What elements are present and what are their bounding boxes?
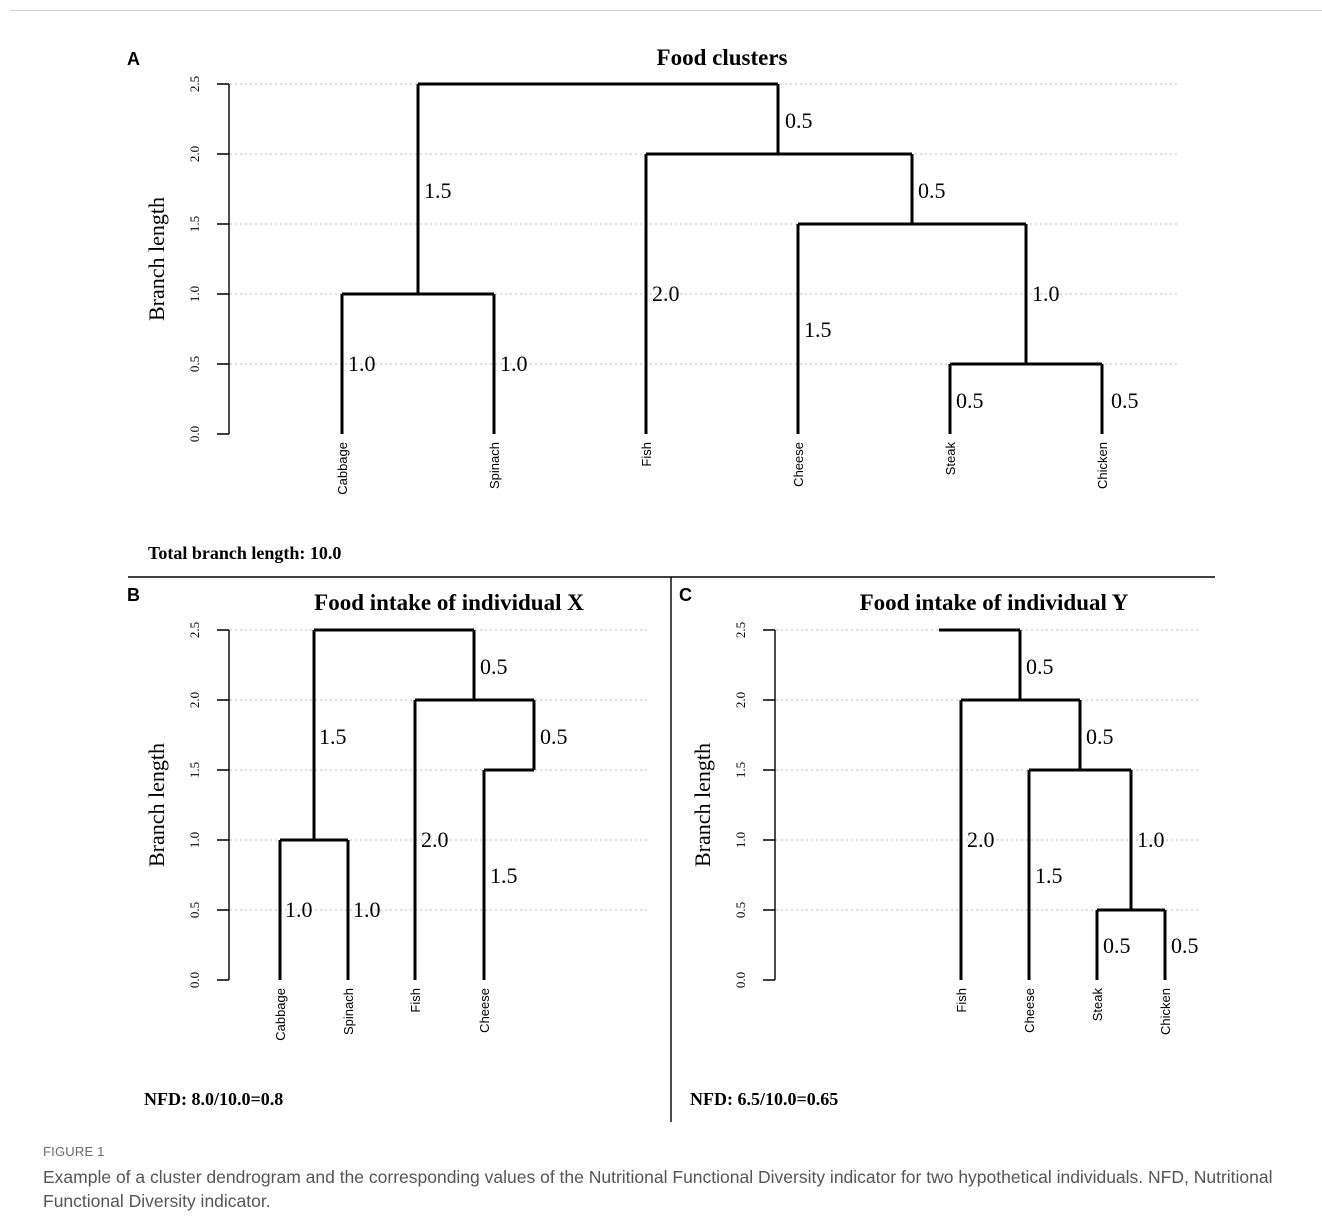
branch-label: 1.5 [424,178,452,203]
panel-c-tick-labels: 0.0 0.5 1.0 1.5 2.0 2.5 [733,622,748,988]
leaf-label: Spinach [341,988,356,1035]
tick-label: 0.0 [187,426,202,442]
leaf-label: Spinach [487,442,502,489]
leaf-label: Fish [954,988,969,1013]
tick-label: 0.5 [187,902,202,918]
tick-label: 2.5 [187,76,202,92]
branch-label: 1.5 [319,724,347,749]
leaf-label: Cabbage [335,442,350,495]
branch-label: 2.0 [967,827,995,852]
leaf-label: Fish [639,442,654,467]
branch-label: 1.0 [353,897,381,922]
panel-c-y-axis-label: Branch length [690,743,715,867]
panel-a-gridlines [230,83,1180,365]
tick-label: 1.5 [187,216,202,232]
panel-c-nfd: NFD: 6.5/10.0=0.65 [690,1089,838,1109]
figure-caption: Example of a cluster dendrogram and the … [43,1167,1273,1211]
figure-caption-block: FIGURE 1 Example of a cluster dendrogram… [43,1144,1303,1213]
branch-label: 0.5 [918,178,946,203]
branch-label: 0.5 [1103,933,1131,958]
branch-label: 0.5 [480,654,508,679]
panel-c-gridlines [776,629,1198,911]
tick-label: 1.0 [733,832,748,848]
leaf-label: Cheese [791,442,806,487]
tick-label: 0.5 [733,902,748,918]
tick-label: 0.0 [733,972,748,988]
panel-c-letter: C [679,585,692,605]
tick-label: 0.5 [187,356,202,372]
panel-a-title: Food clusters [657,45,788,70]
panel-a-letter: A [127,49,140,69]
figure-label: FIGURE 1 [43,1144,105,1159]
branch-label: 1.5 [1035,863,1063,888]
branch-label: 0.5 [540,724,568,749]
tick-label: 2.5 [187,622,202,638]
panel-a-y-axis-label: Branch length [144,197,169,321]
panel-c-leaf-labels: Fish Cheese Steak Chicken [954,988,1173,1035]
branch-label: 1.0 [1137,827,1165,852]
tick-label: 1.5 [733,762,748,778]
tick-label: 1.0 [187,832,202,848]
panel-c: C Food intake of individual Y Branch len… [679,585,1199,1109]
panel-a-branch-labels: 0.5 1.5 0.5 1.0 1.0 2.0 1.5 1.0 0.5 0.5 [348,108,1139,413]
leaf-label: Steak [1090,988,1105,1022]
branch-label: 0.5 [1026,654,1054,679]
tick-label: 2.5 [733,622,748,638]
branch-label: 1.0 [348,351,376,376]
panel-b-tick-labels: 0.0 0.5 1.0 1.5 2.0 2.5 [187,622,202,988]
panel-b-leaf-labels: Cabbage Spinach Fish Cheese [273,988,492,1041]
panel-c-tree [939,628,1167,980]
panel-a-y-axis [217,83,230,435]
panel-c-branch-labels: 0.5 0.5 2.0 1.5 1.0 0.5 0.5 [967,654,1199,958]
tick-label: 0.0 [187,972,202,988]
panel-c-y-axis [763,629,776,981]
leaf-label: Chicken [1158,988,1173,1035]
dendrogram-figure: .serif { font-family: "Liberation Serif"… [127,45,1215,1122]
branch-label: 0.5 [1086,724,1114,749]
branch-label: 1.0 [500,351,528,376]
branch-label: 2.0 [652,281,680,306]
branch-label: 1.5 [490,863,518,888]
leaf-label: Steak [943,442,958,476]
tick-label: 1.0 [187,286,202,302]
branch-label: 0.5 [1111,388,1139,413]
leaf-label: Cabbage [273,988,288,1041]
figure-frame [10,10,1322,1121]
leaf-label: Fish [408,988,423,1013]
panel-b-branch-labels: 0.5 1.5 0.5 1.0 1.0 2.0 1.5 [285,654,568,922]
tick-label: 1.5 [187,762,202,778]
branch-label: 1.5 [804,317,832,342]
leaf-label: Cheese [1022,988,1037,1033]
tick-label: 2.0 [187,692,202,708]
branch-label: 1.0 [1032,281,1060,306]
panel-b-gridlines [230,629,650,911]
tick-label: 2.0 [733,692,748,708]
tick-label: 2.0 [187,146,202,162]
branch-label: 0.5 [1171,933,1199,958]
leaf-label: Cheese [477,988,492,1033]
panel-c-title: Food intake of individual Y [860,590,1129,615]
panel-b-nfd: NFD: 8.0/10.0=0.8 [144,1089,283,1109]
panel-a-total-branch-length: Total branch length: 10.0 [148,543,341,563]
panel-a-tree [340,82,1104,434]
panel-a: A Food clusters Branch length 0.0 0.5 1.… [127,45,1180,563]
panel-a-leaf-labels: Cabbage Spinach Fish Cheese Steak Chicke… [335,442,1110,495]
panel-b: B Food intake of individual X Branch len… [127,585,650,1109]
panel-b-letter: B [127,585,140,605]
branch-label: 0.5 [785,108,813,133]
panel-b-y-axis-label: Branch length [144,743,169,867]
leaf-label: Chicken [1095,442,1110,489]
branch-label: 2.0 [421,827,449,852]
branch-label: 0.5 [956,388,984,413]
panel-b-y-axis [217,629,230,981]
branch-label: 1.0 [285,897,313,922]
panel-a-tick-labels: 0.0 0.5 1.0 1.5 2.0 2.5 [187,76,202,442]
panel-b-title: Food intake of individual X [314,590,584,615]
panel-b-tree [278,628,536,980]
